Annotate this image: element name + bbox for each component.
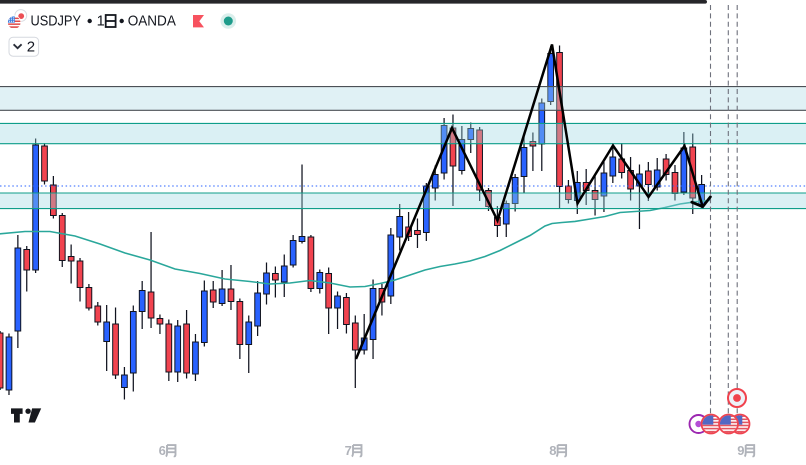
svg-text:9: 9 — [737, 443, 744, 458]
svg-text:7: 7 — [345, 443, 352, 458]
svg-text:8: 8 — [549, 443, 556, 458]
svg-text:OANDA: OANDA — [128, 14, 176, 30]
svg-text:USDJPY: USDJPY — [31, 14, 82, 30]
svg-text:2: 2 — [27, 39, 35, 56]
svg-text:6: 6 — [159, 443, 166, 458]
svg-text:1: 1 — [97, 14, 105, 30]
